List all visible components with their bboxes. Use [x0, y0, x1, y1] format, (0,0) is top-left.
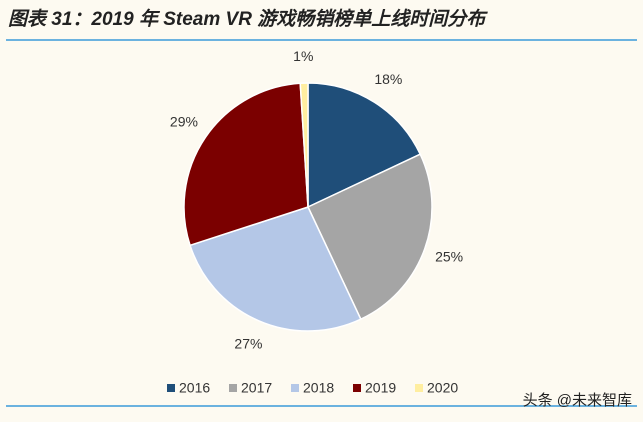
legend-label: 2019: [365, 380, 396, 396]
data-label: 1%: [293, 48, 313, 64]
pie-slice: [183, 82, 309, 247]
data-label: 29%: [170, 113, 198, 129]
data-label: 18%: [374, 71, 402, 87]
legend-label: 2018: [303, 380, 334, 396]
pie-slice: [299, 82, 309, 208]
legend-label: 2017: [241, 380, 272, 396]
legend-label: 2020: [427, 380, 458, 396]
pie-slice: [307, 82, 422, 209]
data-label: 25%: [435, 249, 463, 265]
chart-title: 图表 31：2019 年 Steam VR 游戏畅销榜单上线时间分布: [8, 8, 488, 30]
legend-swatch: [353, 384, 361, 392]
watermark: 头条 @未来智库: [523, 391, 632, 409]
legend-label: 2016: [179, 380, 210, 396]
data-label: 27%: [234, 335, 262, 351]
legend-swatch: [229, 384, 237, 392]
legend-swatch: [291, 384, 299, 392]
legend-swatch: [167, 384, 175, 392]
pie-slice: [307, 153, 433, 321]
legend-swatch: [415, 384, 423, 392]
pie-slice: [189, 206, 362, 332]
